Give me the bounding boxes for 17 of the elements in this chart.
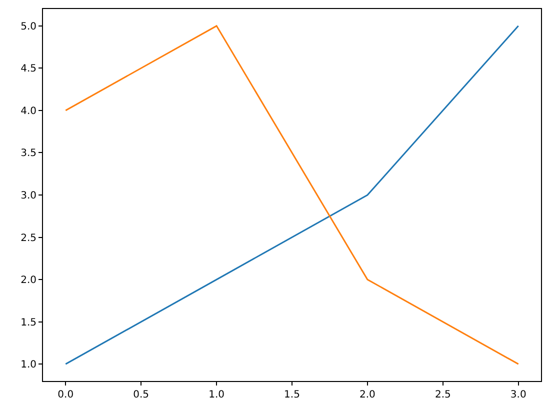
x-tick-label: 1.0 (208, 390, 225, 400)
x-tick-label: 0.5 (133, 390, 150, 400)
x-tick-label: 2.5 (434, 390, 451, 400)
y-tick-label: 5.0 (20, 21, 36, 32)
y-tick-label: 3.0 (20, 190, 36, 202)
x-tick-label: 1.5 (284, 390, 300, 400)
line-series (64, 25, 520, 365)
y-tick-label: 2.5 (20, 232, 36, 244)
x-tick-label: 2.0 (359, 390, 376, 400)
x-tick-label: 3.0 (510, 390, 526, 400)
x-tick-label: 0.0 (58, 390, 74, 400)
y-tick-label: 4.0 (20, 106, 36, 117)
y-tick-label: 2.0 (20, 275, 36, 286)
y-tick-label: 1.0 (20, 360, 36, 371)
y-tick-label: 3.5 (20, 148, 36, 160)
y-tick-label: 1.5 (20, 317, 36, 328)
y-tick-label: 4.5 (20, 64, 36, 75)
